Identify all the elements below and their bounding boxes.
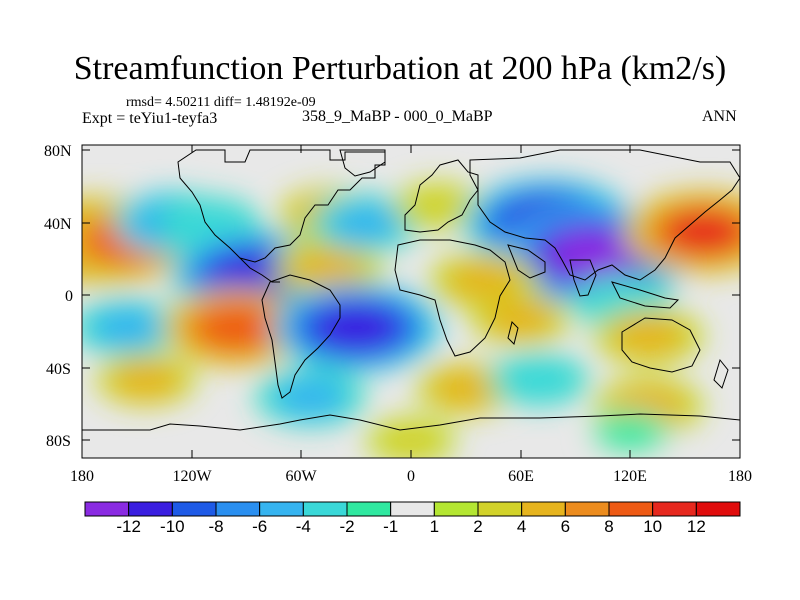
coastline-antarctica <box>82 413 740 431</box>
plot-title: Streamfunction Perturbation at 200 hPa (… <box>73 50 727 87</box>
anomaly-europe-high <box>404 187 473 224</box>
colorbar-swatch <box>302 501 348 517</box>
lon-label-120w: 120W <box>172 468 212 485</box>
colorbar-swatch <box>128 501 173 517</box>
colorbar-label: 8 <box>604 517 613 536</box>
anomaly-caribbean-high <box>292 247 365 286</box>
anomaly-north-africa-high <box>447 261 521 300</box>
lat-label-80s: 80S <box>46 433 71 450</box>
colorbar-label: 4 <box>517 517 526 536</box>
lon-label-60e: 60E <box>508 468 534 485</box>
lon-label-180w: 180 <box>70 468 94 485</box>
anomaly-south-indian-low <box>503 361 574 399</box>
anomaly-south-indian-high <box>430 369 501 408</box>
colorbar-label: -4 <box>296 517 311 536</box>
coastline-central-america <box>239 257 280 283</box>
colorbar-labels: -12 -10 -8 -6 -4 -2 -1 1 2 4 6 8 10 12 <box>116 517 705 536</box>
coastline-north-america <box>177 149 386 263</box>
anomaly-north-pacific-low <box>174 204 245 242</box>
colorbar-swatch <box>84 501 130 517</box>
coastline-indonesia <box>611 281 680 309</box>
colorbar-swatch <box>521 501 566 517</box>
lon-label-120e: 120E <box>613 468 647 485</box>
colorbar-swatch <box>259 501 304 517</box>
anomaly-tibet-low <box>547 230 641 279</box>
anomaly-north-pacific-west-high <box>660 209 740 255</box>
colorbar-label: -12 <box>116 517 141 536</box>
anomaly-south-atlantic-low <box>312 304 400 351</box>
anomaly-south-america-high <box>196 305 279 350</box>
lat-label-80n: 80N <box>44 143 72 160</box>
colorbar-swatch <box>477 501 523 517</box>
lat-label-40s: 40S <box>46 361 71 378</box>
anomaly-arabia-high <box>485 300 556 338</box>
lon-label-0: 0 <box>407 468 415 485</box>
anomaly-southern-ocean-high <box>110 361 181 399</box>
anomaly-maritime-continent-high <box>612 317 685 356</box>
coastline-asia <box>469 149 740 281</box>
experiment-label: Expt = teYiu1-teyfa3 <box>82 110 218 127</box>
lon-label-180e: 180 <box>728 468 752 485</box>
lat-label-40n: 40N <box>44 216 72 233</box>
rmsd-diff-stats: rmsd= 4.50211 diff= 1.48192e-09 <box>126 95 316 110</box>
colorbar-swatch <box>652 501 697 517</box>
map-ticks <box>82 145 740 458</box>
anomaly-north-atlantic-low <box>329 204 402 243</box>
anomaly-southern-ocean-low <box>274 377 347 417</box>
coastline-madagascar <box>507 321 519 345</box>
colorbar-swatch <box>433 501 479 517</box>
lon-label-60w: 60W <box>285 468 317 485</box>
season-label: ANN <box>702 108 737 125</box>
colorbar-swatch <box>171 501 217 517</box>
coastline-new-zealand <box>713 358 729 389</box>
coastline-south-america <box>261 274 341 399</box>
coastline-africa <box>394 239 511 357</box>
period-label: 358_9_MaBP - 000_0_MaBP <box>302 108 493 125</box>
coastline-india <box>569 259 597 297</box>
colorbar-label: 12 <box>687 517 706 536</box>
coastline-arabia <box>507 244 546 279</box>
coastlines <box>82 149 740 431</box>
colorbar-swatch <box>564 501 610 517</box>
coastline-australia <box>621 317 701 373</box>
colorbar-label: 2 <box>473 517 482 536</box>
anomaly-antarctic-high <box>377 422 445 458</box>
colorbar <box>84 501 741 517</box>
coastline-greenland <box>339 149 386 177</box>
colorbar-label: -2 <box>339 517 354 536</box>
colorbar-label: -6 <box>252 517 267 536</box>
colorbar-label: -10 <box>160 517 185 536</box>
lat-label-equator: 0 <box>65 288 73 305</box>
colorbar-swatch <box>608 501 654 517</box>
colorbar-label: -8 <box>208 517 223 536</box>
colorbar-label: 1 <box>430 517 439 536</box>
anomaly-field <box>82 178 740 458</box>
colorbar-label: 6 <box>561 517 570 536</box>
anomaly-south-pacific-low <box>91 308 164 347</box>
colorbar-swatch <box>346 501 392 517</box>
anomaly-antarctic-low <box>597 414 663 450</box>
colorbar-label: -1 <box>383 517 398 536</box>
map-area <box>82 145 740 458</box>
colorbar-swatch <box>215 501 261 517</box>
colorbar-label: 10 <box>643 517 662 536</box>
colorbar-swatch <box>695 501 741 517</box>
coastline-europe <box>404 159 479 233</box>
colorbar-swatch <box>390 501 435 517</box>
